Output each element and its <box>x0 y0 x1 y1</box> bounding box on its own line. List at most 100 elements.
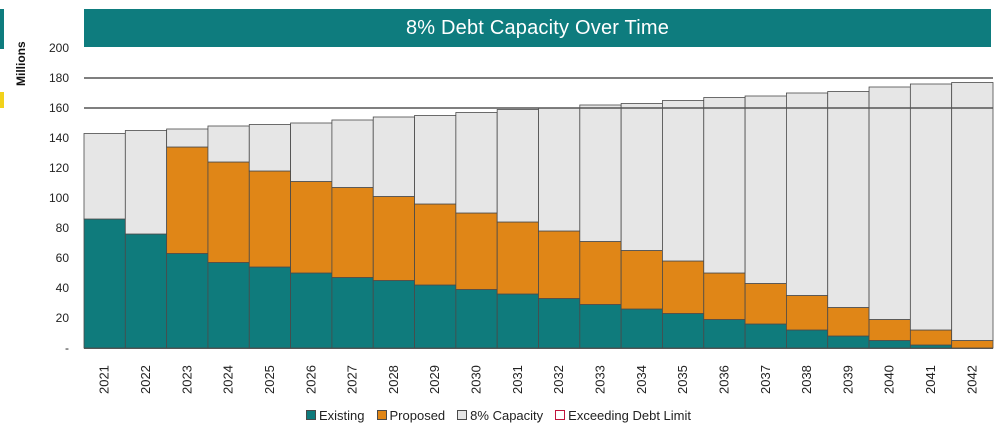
y-tick-label: 140 <box>49 131 69 145</box>
bar-8-capacity <box>124 130 168 235</box>
bar-existing <box>620 308 663 349</box>
bar-8-capacity <box>207 125 250 163</box>
left-accent-bar <box>0 9 4 49</box>
bar-8-capacity <box>744 95 787 284</box>
x-tick-label: 2035 <box>675 365 690 394</box>
y-tick-label: 160 <box>49 101 69 115</box>
legend-swatch <box>376 410 387 420</box>
legend-label: Existing <box>318 407 365 423</box>
bar-existing <box>124 233 168 349</box>
x-tick-label: 2031 <box>510 365 525 394</box>
bar-existing <box>744 323 787 349</box>
bar-existing <box>662 313 705 349</box>
bar-8-capacity <box>786 92 829 296</box>
bar-8-capacity <box>909 83 953 331</box>
x-tick-label: 2038 <box>799 365 814 394</box>
chart-legend: Existing Proposed 8% Capacity Exceeding Deb… <box>0 406 997 424</box>
bar-8-capacity <box>868 86 911 320</box>
bar-existing <box>166 253 209 349</box>
chart-title: 8% Debt Capacity Over Time <box>84 9 991 47</box>
bar-proposed <box>703 272 746 320</box>
bar-proposed <box>455 212 498 290</box>
x-tick-label: 2022 <box>138 365 153 394</box>
bar-8-capacity <box>620 103 663 251</box>
bar-8-capacity <box>662 100 705 262</box>
x-tick-label: 2032 <box>551 365 566 394</box>
y-tick-label: 60 <box>56 251 70 265</box>
x-tick-label: 2026 <box>303 365 318 394</box>
legend-swatch <box>305 410 316 420</box>
bar-8-capacity <box>703 97 746 274</box>
bar-proposed <box>290 181 333 274</box>
bar-existing <box>331 277 374 349</box>
y-tick-label: 120 <box>49 161 69 175</box>
y-tick-label: - <box>65 341 69 355</box>
x-tick-label: 2028 <box>386 365 401 394</box>
bar-8-capacity <box>290 122 333 182</box>
bar-existing <box>868 340 911 349</box>
bar-8-capacity <box>951 82 994 341</box>
legend-label: Exceeding Debt Limit <box>568 407 691 423</box>
x-tick-label: 2023 <box>179 365 194 394</box>
legend-entry: Exceeding Debt Limit <box>555 408 691 423</box>
bar-existing <box>703 319 746 349</box>
bar-existing <box>455 289 498 349</box>
legend-label: Proposed <box>389 407 446 423</box>
bar-existing <box>372 280 415 349</box>
x-tick-label: 2034 <box>634 365 649 394</box>
x-tick-label: 2039 <box>840 365 855 394</box>
x-tick-label: 2040 <box>882 365 897 394</box>
x-tick-label: 2030 <box>469 365 484 394</box>
bar-existing <box>290 272 333 349</box>
bar-proposed <box>786 295 829 331</box>
bar-proposed <box>909 329 953 346</box>
y-tick-label: 40 <box>56 281 70 295</box>
bar-proposed <box>331 187 374 278</box>
bar-existing <box>538 298 581 349</box>
bar-8-capacity <box>496 109 539 223</box>
x-tick-label: 2037 <box>758 365 773 394</box>
bar-proposed <box>496 221 539 295</box>
bar-proposed <box>744 283 787 325</box>
bar-8-capacity <box>372 116 415 197</box>
x-tick-label: 2042 <box>964 365 979 394</box>
y-tick-label: 80 <box>56 221 70 235</box>
bar-8-capacity <box>455 112 498 214</box>
bar-proposed <box>166 146 209 254</box>
bar-existing <box>909 344 953 349</box>
x-tick-label: 2041 <box>923 365 938 394</box>
legend-label: 8% Capacity <box>470 407 544 423</box>
y-tick-label: 180 <box>49 71 69 85</box>
bar-proposed <box>579 241 622 305</box>
bar-proposed <box>207 161 250 263</box>
bar-proposed <box>372 196 415 281</box>
bar-8-capacity <box>331 119 374 188</box>
bar-8-capacity <box>248 124 291 172</box>
x-tick-label: 2025 <box>262 365 277 394</box>
x-tick-label: 2024 <box>221 365 236 394</box>
bar-existing <box>496 293 539 349</box>
bar-existing <box>83 218 126 349</box>
bar-proposed <box>538 230 581 299</box>
legend-entry: Existing <box>305 407 365 423</box>
bar-existing <box>827 335 870 349</box>
bar-existing <box>414 284 457 349</box>
legend-swatch <box>457 410 468 420</box>
x-tick-label: 2027 <box>345 365 360 394</box>
bar-proposed <box>248 170 291 268</box>
bar-8-capacity <box>83 133 126 220</box>
left-accent-highlight <box>0 92 4 108</box>
bar-8-capacity <box>166 128 209 148</box>
bar-8-capacity <box>827 91 870 308</box>
bar-existing <box>248 266 291 349</box>
bar-proposed <box>951 340 994 349</box>
bar-proposed <box>662 260 705 314</box>
bar-proposed <box>414 203 457 286</box>
y-tick-label: 200 <box>49 41 69 55</box>
bar-8-capacity <box>538 107 581 232</box>
bar-existing <box>786 329 829 349</box>
legend-swatch <box>555 410 566 420</box>
bar-proposed <box>620 250 663 310</box>
bar-existing <box>207 262 250 349</box>
